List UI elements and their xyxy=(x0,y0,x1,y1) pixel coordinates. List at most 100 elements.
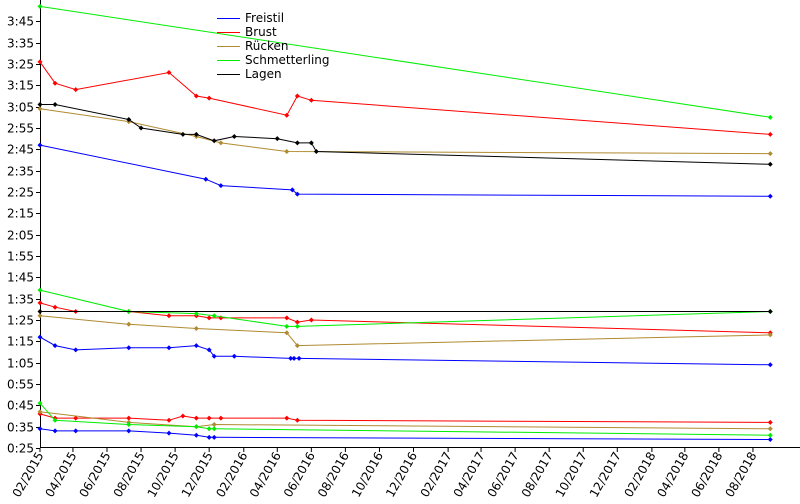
data-point xyxy=(206,415,212,421)
data-point xyxy=(203,176,209,182)
data-point xyxy=(313,148,319,154)
x-tick-label: 04/2015 xyxy=(42,450,79,500)
data-point xyxy=(288,355,294,361)
data-point xyxy=(767,426,773,432)
data-point xyxy=(138,125,144,131)
series-line xyxy=(39,315,771,347)
series-line xyxy=(39,302,771,334)
x-tick-label: 06/2016 xyxy=(281,450,318,500)
data-point xyxy=(231,134,237,140)
data-point xyxy=(37,334,43,340)
y-tick-label: 1:45 xyxy=(7,271,34,285)
data-point xyxy=(166,70,172,76)
x-tick-label: 04/2018 xyxy=(654,450,691,500)
y-tick-label: 1:25 xyxy=(7,314,34,328)
data-point xyxy=(767,193,773,199)
data-point xyxy=(767,131,773,137)
data-point xyxy=(284,330,290,336)
y-tick-label: 0:45 xyxy=(7,399,34,413)
y-tick-label: 1:15 xyxy=(7,335,34,349)
data-point xyxy=(180,131,186,137)
data-point xyxy=(37,400,43,406)
series-line xyxy=(39,61,771,135)
legend-label: Schmetterling xyxy=(245,53,330,67)
data-point xyxy=(193,131,199,137)
series-line xyxy=(40,104,771,165)
data-point xyxy=(206,347,212,353)
x-tick-label: 04/2016 xyxy=(247,450,284,500)
x-tick-label: 08/2015 xyxy=(111,450,148,500)
y-tick-label: 3:15 xyxy=(7,79,34,93)
data-point xyxy=(193,343,199,349)
y-tick-label: 1:05 xyxy=(7,357,34,371)
series-line xyxy=(39,289,771,327)
data-point xyxy=(166,417,172,423)
data-point xyxy=(294,343,300,349)
x-tick-label: 02/2015 xyxy=(10,450,47,500)
data-point xyxy=(193,93,199,99)
data-point xyxy=(206,426,212,432)
data-point xyxy=(73,415,79,421)
data-point xyxy=(767,161,773,167)
data-point xyxy=(218,140,224,146)
y-axis: 0:25 0:35 0:45 0:55 1:05 1:15 1:25 1:35 1:45 1:55… xyxy=(7,15,40,456)
data-point xyxy=(52,304,58,310)
data-point xyxy=(37,287,43,293)
data-point xyxy=(37,313,43,319)
data-point xyxy=(218,415,224,421)
series-freistil xyxy=(37,142,773,442)
series-line xyxy=(39,5,771,118)
data-point xyxy=(767,114,773,120)
data-point xyxy=(294,93,300,99)
x-tick-label: 04/2017 xyxy=(451,450,488,500)
series-rücken xyxy=(37,106,773,432)
x-tick-label: 06/2015 xyxy=(77,450,114,500)
data-point xyxy=(193,432,199,438)
y-tick-label: 2:45 xyxy=(7,143,34,157)
data-point xyxy=(180,413,186,419)
plot-area xyxy=(37,3,773,442)
data-point xyxy=(193,326,199,332)
series-line xyxy=(39,411,771,430)
data-point xyxy=(294,140,300,146)
y-tick-label: 2:25 xyxy=(7,186,34,200)
y-tick-label: 3:35 xyxy=(7,37,34,51)
data-point xyxy=(211,353,217,359)
y-tick-label: 3:45 xyxy=(7,15,34,29)
data-point xyxy=(294,191,300,197)
data-point xyxy=(126,321,132,327)
data-point xyxy=(37,300,43,306)
data-point xyxy=(126,428,132,434)
y-tick-label: 0:35 xyxy=(7,421,34,435)
data-point xyxy=(73,87,79,93)
data-point xyxy=(126,415,132,421)
data-point xyxy=(193,311,199,317)
data-point xyxy=(284,415,290,421)
x-tick-label: 02/2016 xyxy=(213,450,250,500)
data-point xyxy=(37,102,43,108)
data-point xyxy=(37,59,43,65)
data-point xyxy=(73,347,79,353)
legend-label: Lagen xyxy=(245,67,282,81)
x-tick-label: 06/2018 xyxy=(688,450,725,500)
data-point xyxy=(73,428,79,434)
x-tick-label: 10/2016 xyxy=(349,450,386,500)
data-point xyxy=(296,355,302,361)
data-point xyxy=(294,319,300,325)
data-point xyxy=(767,432,773,438)
data-point xyxy=(308,317,314,323)
y-tick-label: 1:55 xyxy=(7,250,34,264)
x-tick-label: 10/2017 xyxy=(553,450,590,500)
x-tick-label: 02/2018 xyxy=(621,450,658,500)
data-point xyxy=(767,436,773,442)
data-point xyxy=(52,102,58,108)
data-point xyxy=(206,315,212,321)
data-point xyxy=(767,419,773,425)
y-tick-label: 3:05 xyxy=(7,101,34,115)
legend-label: Rücken xyxy=(245,39,289,53)
data-point xyxy=(193,424,199,430)
series-line xyxy=(39,144,771,197)
data-point xyxy=(211,422,217,428)
